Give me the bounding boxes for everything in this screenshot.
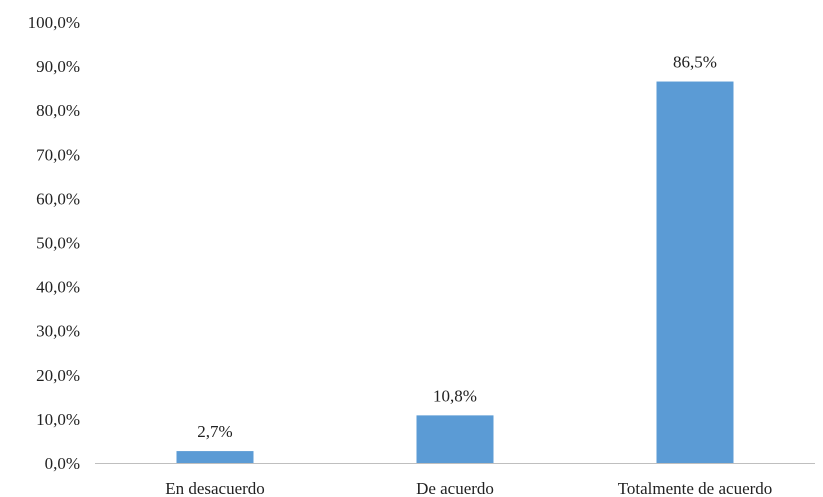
data-labels: 2,7% 10,8% 86,5% (197, 53, 717, 442)
category-labels: En desacuerdo De acuerdo Totalmente de acu… (165, 479, 772, 497)
data-label: 10,8% (433, 386, 477, 405)
bar (176, 451, 254, 463)
y-tick-label: 20,0% (36, 366, 80, 385)
category-label: De acuerdo (416, 479, 494, 497)
y-tick-label: 50,0% (36, 234, 80, 253)
y-tick-label: 90,0% (36, 57, 80, 76)
category-label: En desacuerdo (165, 479, 265, 497)
category-label: Totalmente de acuerdo (618, 479, 773, 497)
y-tick-label: 10,0% (36, 410, 80, 429)
y-axis-ticks: 0,0% 10,0% 20,0% 30,0% 40,0% 50,0% 60,0% 70,0% 8… (28, 13, 80, 473)
y-tick-label: 80,0% (36, 101, 80, 120)
data-label: 86,5% (673, 53, 717, 72)
y-tick-label: 30,0% (36, 322, 80, 341)
y-tick-label: 0,0% (45, 454, 80, 473)
bars (176, 81, 734, 463)
bar (656, 81, 734, 463)
bar (416, 415, 494, 463)
y-tick-label: 40,0% (36, 278, 80, 297)
y-tick-label: 60,0% (36, 189, 80, 208)
y-tick-label: 70,0% (36, 145, 80, 164)
y-tick-label: 100,0% (28, 13, 80, 32)
data-label: 2,7% (197, 422, 232, 441)
